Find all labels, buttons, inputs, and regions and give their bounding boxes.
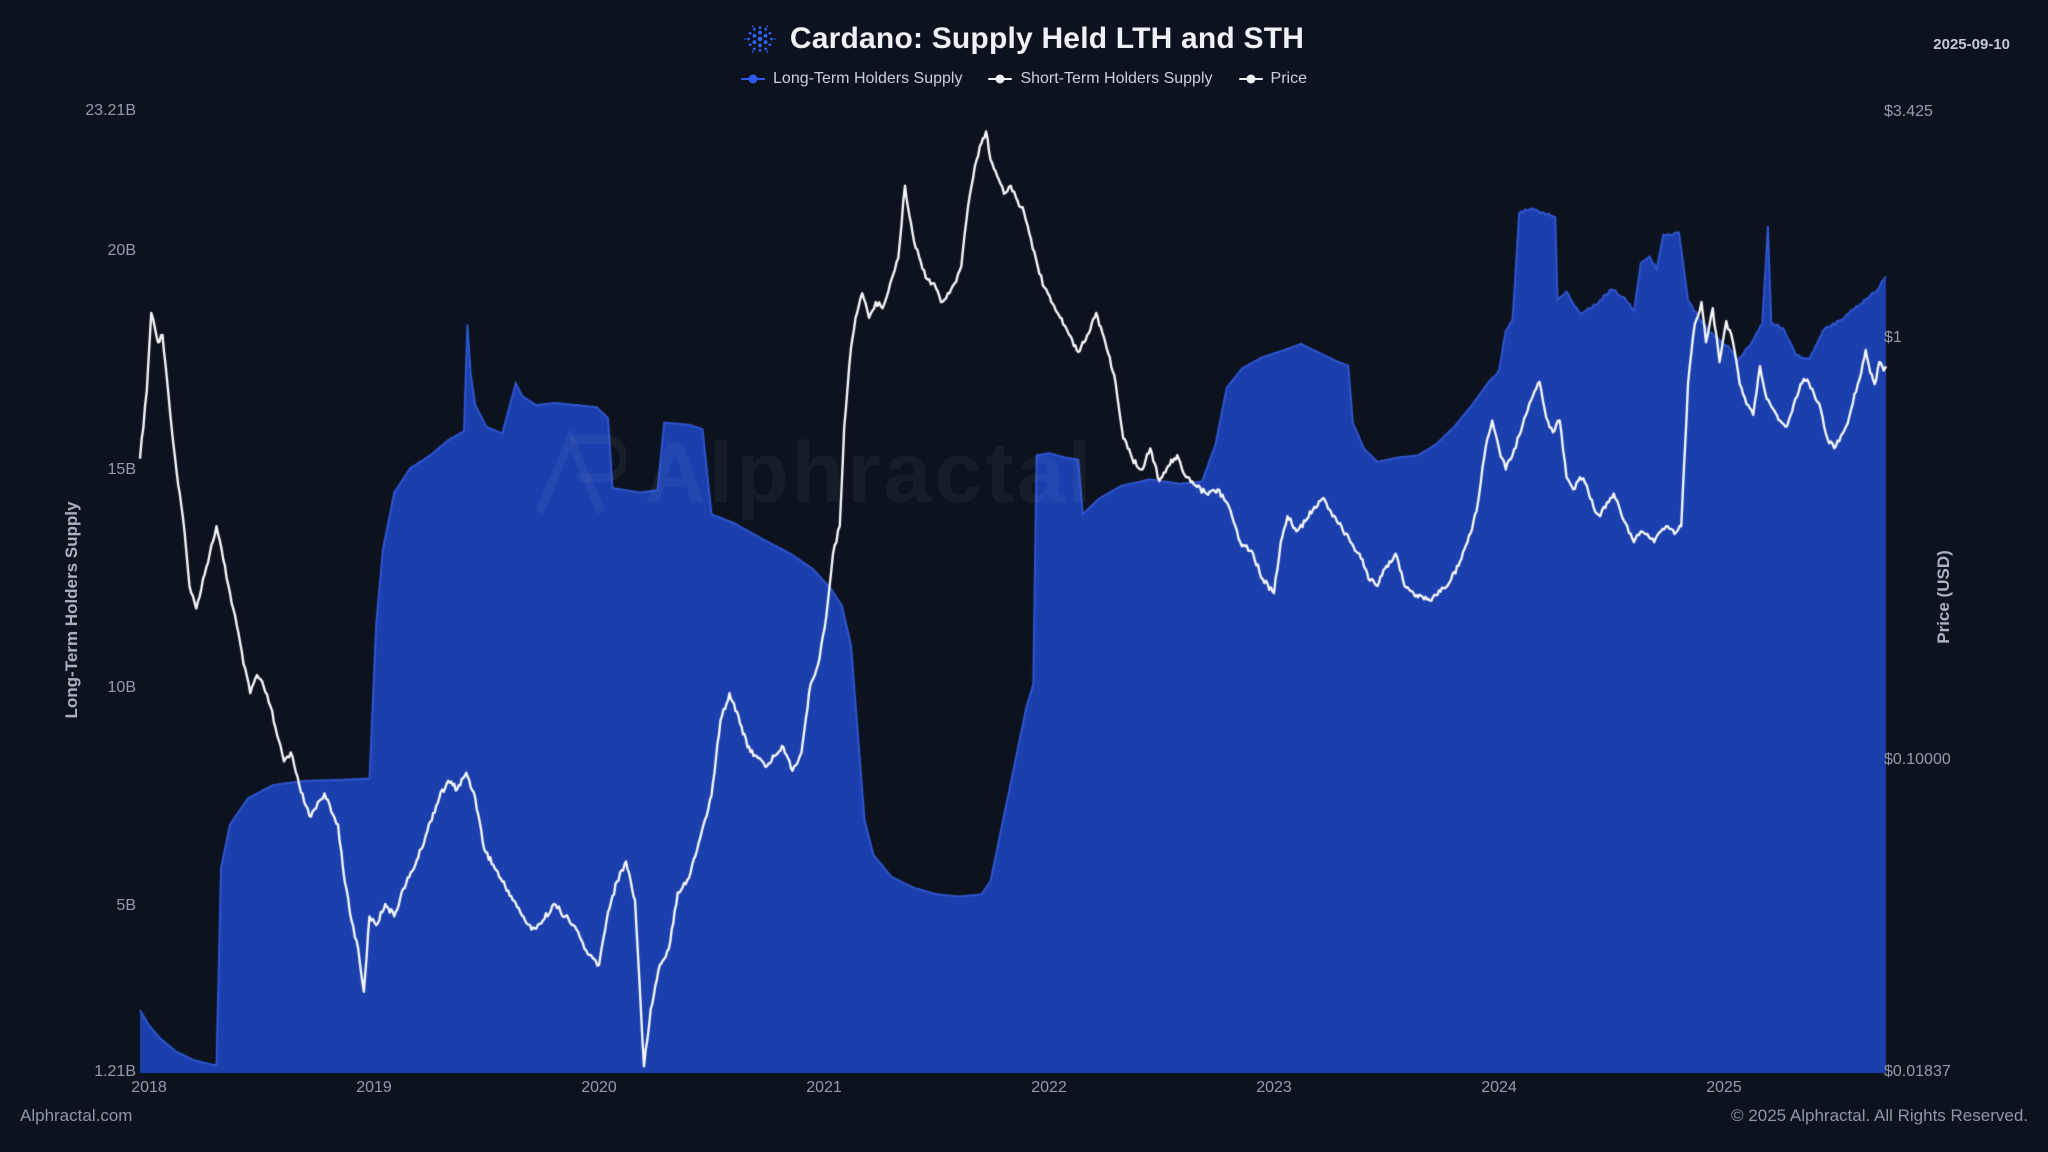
axis-tick-label: 10B: [107, 679, 136, 697]
axis-tick-label: 15B: [107, 460, 136, 478]
chart-title: Cardano: Supply Held LTH and STH: [789, 22, 1305, 55]
axis-tick-label: $0.10000: [1884, 751, 1951, 769]
cardano-logo-icon: [744, 25, 776, 53]
legend-item-short-term-holders-supply[interactable]: Short-Term Holders Supply: [988, 70, 1213, 88]
axis-tick-label: $3.425: [1884, 102, 1933, 120]
axis-tick-label: 2023: [1256, 1079, 1292, 1096]
legend-marker-icon: [1238, 78, 1263, 80]
axis-tick-label: $0.01837: [1884, 1062, 1951, 1080]
axis-tick-label: 2025: [1706, 1079, 1742, 1096]
axis-tick-label: $1: [1884, 328, 1902, 346]
legend-marker-icon: [988, 78, 1013, 80]
axis-tick-label: 2018: [131, 1079, 167, 1096]
legend-item-long-term-holders-supply[interactable]: Long-Term Holders Supply: [741, 70, 962, 88]
axis-tick-label: 2022: [1031, 1079, 1067, 1096]
axis-tick-label: 2020: [581, 1079, 617, 1096]
chart-header: Cardano: Supply Held LTH and STH: [0, 14, 2048, 64]
footer-copyright: © 2025 Alphractal. All Rights Reserved.: [1731, 1106, 2028, 1125]
axis-tick-label: 2024: [1481, 1079, 1517, 1096]
report-date: 2025-09-10: [1933, 36, 2010, 53]
axis-tick-label: 2021: [806, 1079, 842, 1096]
axis-tick-label: 1.21B: [94, 1063, 136, 1080]
footer-site-link[interactable]: Alphractal.com: [20, 1106, 133, 1125]
legend-label: Price: [1270, 70, 1307, 87]
y-axis-right-title: Price (USD): [1934, 550, 1953, 644]
legend-marker-icon: [741, 78, 766, 80]
axis-tick-label: 20B: [107, 242, 136, 260]
legend-item-price[interactable]: Price: [1238, 70, 1307, 88]
axis-tick-label: 5B: [116, 897, 136, 915]
legend: Long-Term Holders Supply Short-Term Holde…: [0, 70, 2048, 88]
axis-tick-label: 2019: [356, 1079, 392, 1096]
axis-tick-label: 23.21B: [85, 102, 136, 119]
legend-label: Long-Term Holders Supply: [773, 70, 963, 87]
legend-label: Short-Term Holders Supply: [1020, 70, 1213, 87]
